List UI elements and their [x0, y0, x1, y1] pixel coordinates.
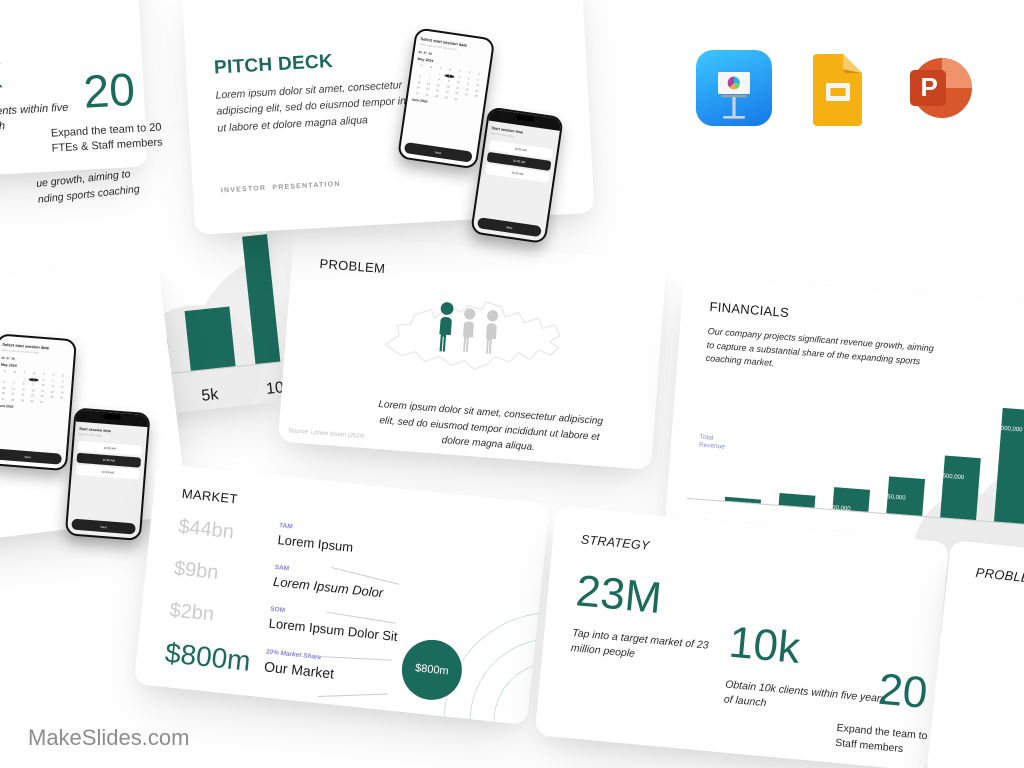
svg-text:P: P — [921, 72, 938, 102]
